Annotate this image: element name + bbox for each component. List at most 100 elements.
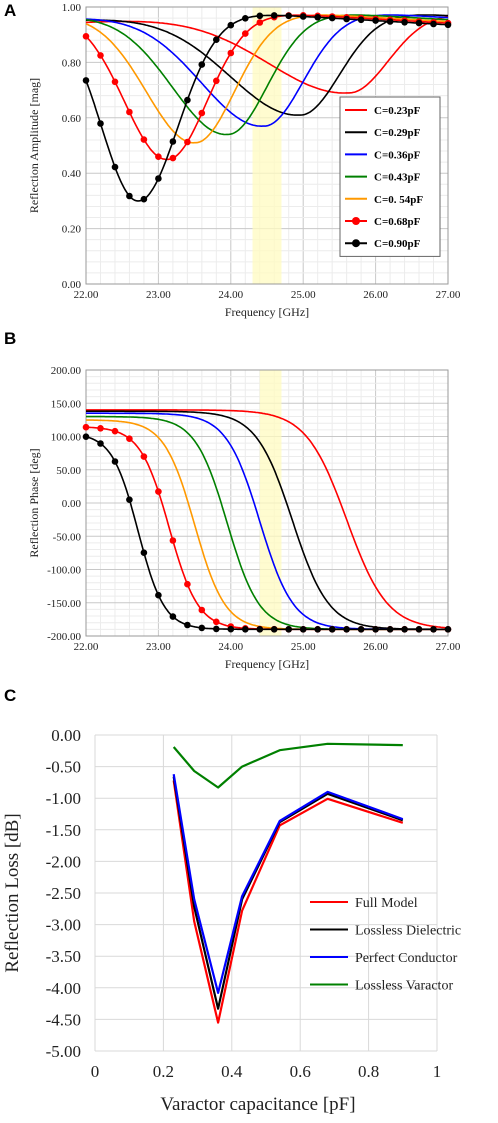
y-tick-label: -4.50 <box>46 1010 81 1029</box>
series-marker <box>82 33 90 40</box>
series-marker <box>256 626 264 633</box>
series-marker <box>314 13 322 21</box>
series-marker <box>140 549 148 556</box>
series-line <box>172 742 403 789</box>
x-axis-label: Varactor capacitance [pF] <box>160 1094 355 1115</box>
panel-b-chart: 22.00 23.00 24.00 25.00 26.00 27.00 200.00 150.… <box>27 365 461 671</box>
y-tick-label: 0.00 <box>62 279 82 291</box>
series-marker <box>111 78 119 86</box>
x-tick-label: 0.6 <box>290 1062 311 1081</box>
series-marker <box>140 453 148 460</box>
series-marker <box>198 606 206 614</box>
series-marker <box>444 626 452 633</box>
x-tick-label: 27.00 <box>436 289 461 301</box>
series-marker <box>198 109 206 117</box>
series-marker <box>155 153 162 160</box>
panel-b-letter: B <box>4 329 16 348</box>
x-tick-label: 0.8 <box>358 1062 379 1081</box>
series-marker <box>140 195 148 203</box>
series-marker <box>198 624 206 632</box>
series-marker <box>386 18 394 25</box>
series-marker <box>285 12 293 20</box>
series-marker <box>343 15 350 23</box>
series-line <box>86 409 449 629</box>
series-marker <box>126 192 133 200</box>
series-line <box>172 780 404 1024</box>
y-tick-label: 0.00 <box>62 498 82 510</box>
panel-c-chart: 0.00 -0.50 -1.00 -1.50 -2.00 -2.50 -3.00 -3.50 -… <box>2 726 461 1115</box>
y-tick-label: -200.00 <box>47 631 81 643</box>
series-marker <box>415 626 423 633</box>
y-axis-label: Reflection Loss [dB] <box>2 813 23 972</box>
series-line <box>172 774 404 994</box>
series-marker <box>97 52 104 59</box>
x-tick-label: 27.00 <box>436 641 461 653</box>
series-marker <box>285 626 293 633</box>
series-marker <box>372 626 379 633</box>
legend-label: C=0.36pF <box>374 149 421 161</box>
series-marker <box>386 626 394 633</box>
series-marker <box>357 626 365 633</box>
series-marker <box>242 14 249 22</box>
panel-a-chart: 22.00 23.00 24.00 25.00 26.00 27.00 0.00 0.20 0.… <box>27 2 461 319</box>
series-marker <box>169 138 177 145</box>
x-tick-label: 24.00 <box>218 641 243 653</box>
series-marker <box>299 626 307 633</box>
series-marker <box>155 488 162 495</box>
series-marker <box>126 108 133 116</box>
legend-label: C=0.68pF <box>374 216 421 228</box>
series-marker <box>227 21 235 29</box>
y-tick-label: 150.00 <box>51 398 82 410</box>
series-marker <box>444 21 452 29</box>
series-marker <box>256 12 264 20</box>
y-tick-label: -1.50 <box>46 821 81 840</box>
series-marker <box>184 138 191 146</box>
series-marker <box>401 626 408 633</box>
panel-c-letter: C <box>4 686 16 705</box>
y-tick-label: 0.20 <box>62 224 82 236</box>
x-tick-label: 0.4 <box>221 1062 243 1081</box>
plot-frame <box>85 6 449 285</box>
x-tick-label: 1 <box>433 1062 442 1081</box>
series-marker <box>328 626 336 633</box>
series-marker <box>169 613 177 620</box>
series-marker <box>111 427 119 435</box>
y-tick-label: -50.00 <box>53 531 82 543</box>
series-marker <box>111 458 119 465</box>
series-marker <box>155 175 162 182</box>
x-tick-label: 23.00 <box>146 641 171 653</box>
y-tick-label: -3.00 <box>46 916 81 935</box>
series-marker <box>270 12 278 19</box>
x-tick-label: 25.00 <box>291 641 316 653</box>
series-marker <box>155 591 162 599</box>
highlight-band <box>252 7 282 284</box>
x-tick-label: 24.00 <box>218 289 243 301</box>
x-tick-label: 0.2 <box>153 1062 174 1081</box>
series-marker <box>126 496 133 504</box>
series-marker <box>97 120 104 127</box>
series-marker <box>430 20 437 28</box>
series-marker <box>184 580 191 588</box>
y-tick-label: 0.60 <box>62 113 82 125</box>
series-marker <box>184 96 191 104</box>
legend-marker <box>352 239 360 248</box>
series-line <box>86 14 449 128</box>
plot-frame <box>85 369 449 637</box>
series-marker <box>97 425 104 432</box>
series-marker <box>82 433 90 441</box>
series-marker <box>299 13 307 20</box>
legend-label: C=0.43pF <box>374 172 421 184</box>
series-marker <box>82 77 90 84</box>
series-marker <box>140 136 148 143</box>
legend-label: C=0.90pF <box>374 238 421 250</box>
series-marker <box>314 626 322 633</box>
y-tick-label: -2.50 <box>46 884 81 903</box>
series-marker <box>184 621 191 629</box>
y-tick-label: -100.00 <box>47 565 81 577</box>
y-tick-label: 0.80 <box>62 57 82 69</box>
legend-label: C=0. 54pF <box>374 194 423 206</box>
legend-label: C=0.23pF <box>374 105 421 117</box>
x-axis-label: Frequency [GHz] <box>225 657 309 671</box>
y-tick-label: 0.00 <box>51 726 81 745</box>
